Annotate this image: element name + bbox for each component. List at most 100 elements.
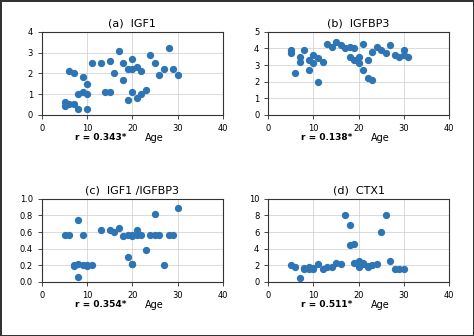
Point xyxy=(332,260,340,265)
Point xyxy=(97,60,105,66)
Point xyxy=(310,61,317,66)
Point xyxy=(83,106,91,111)
Point xyxy=(287,51,295,56)
Point xyxy=(359,41,367,46)
Point xyxy=(70,262,77,268)
Point xyxy=(364,263,372,269)
Point xyxy=(287,262,295,268)
Point xyxy=(364,57,372,63)
Point xyxy=(174,73,182,78)
Point xyxy=(70,263,77,269)
Point xyxy=(128,56,136,61)
Point xyxy=(106,89,114,95)
Point xyxy=(386,42,394,48)
Point xyxy=(359,67,367,73)
Point xyxy=(386,258,394,264)
Point xyxy=(83,263,91,269)
Text: r = 0.511*: r = 0.511* xyxy=(301,300,352,309)
Point xyxy=(128,261,136,266)
Point xyxy=(319,267,326,272)
Point xyxy=(124,254,132,260)
Point xyxy=(359,260,367,265)
Point xyxy=(296,54,304,59)
Point xyxy=(341,46,349,51)
Point xyxy=(395,267,403,272)
Point xyxy=(301,265,308,270)
Point xyxy=(377,229,385,235)
Point xyxy=(155,232,163,237)
Point xyxy=(137,69,145,74)
Point xyxy=(400,266,408,271)
Point xyxy=(65,102,73,107)
Point xyxy=(110,71,118,76)
Point xyxy=(346,44,354,49)
Point xyxy=(314,262,322,267)
Text: Age: Age xyxy=(145,133,164,143)
Point xyxy=(391,267,399,272)
Point xyxy=(301,266,308,271)
Point xyxy=(74,262,82,267)
Point xyxy=(310,266,317,271)
Point xyxy=(296,276,304,281)
Point xyxy=(74,106,82,111)
Point xyxy=(310,52,317,58)
Point xyxy=(128,234,136,239)
Point xyxy=(350,242,358,247)
Point xyxy=(341,213,349,218)
Point xyxy=(368,77,376,83)
Point xyxy=(350,260,358,265)
Point xyxy=(133,228,141,233)
Point xyxy=(124,67,132,72)
Point xyxy=(169,232,177,237)
Point xyxy=(328,44,335,49)
Point xyxy=(151,232,159,237)
Point xyxy=(373,44,381,49)
Point xyxy=(128,67,136,72)
Point xyxy=(314,56,322,61)
Point xyxy=(61,100,68,105)
Point xyxy=(155,73,163,78)
Point xyxy=(110,229,118,235)
Text: Age: Age xyxy=(145,300,164,310)
Point xyxy=(128,232,136,237)
Point xyxy=(79,262,86,268)
Point xyxy=(305,67,313,73)
Point xyxy=(79,232,86,237)
Point xyxy=(142,248,150,253)
Point xyxy=(346,223,354,228)
Point xyxy=(350,46,358,51)
Point xyxy=(350,57,358,63)
Point xyxy=(323,264,331,269)
Text: Age: Age xyxy=(371,300,390,310)
Point xyxy=(400,52,408,58)
Point xyxy=(292,264,299,269)
Point xyxy=(368,49,376,54)
Point xyxy=(133,232,141,237)
Text: r = 0.138*: r = 0.138* xyxy=(301,133,352,142)
Point xyxy=(70,71,77,76)
Point xyxy=(137,232,145,237)
Point xyxy=(65,69,73,74)
Point xyxy=(305,266,313,271)
Point xyxy=(128,261,136,266)
Point xyxy=(323,41,331,46)
Point xyxy=(83,81,91,86)
Point xyxy=(287,47,295,53)
Point xyxy=(164,232,172,237)
Title: (d)  CTX1: (d) CTX1 xyxy=(333,185,385,195)
Point xyxy=(301,47,308,53)
Title: (b)  IGFBP3: (b) IGFBP3 xyxy=(328,18,390,28)
Point xyxy=(151,60,159,66)
Point xyxy=(400,47,408,53)
Point xyxy=(391,52,399,58)
Point xyxy=(169,67,177,72)
Point xyxy=(368,262,376,268)
Point xyxy=(88,60,95,66)
Point xyxy=(119,60,127,66)
Text: r = 0.354*: r = 0.354* xyxy=(74,300,126,309)
Point xyxy=(160,67,168,72)
Point xyxy=(328,264,335,269)
Point xyxy=(355,61,363,66)
Point xyxy=(305,57,313,63)
Point xyxy=(124,232,132,237)
